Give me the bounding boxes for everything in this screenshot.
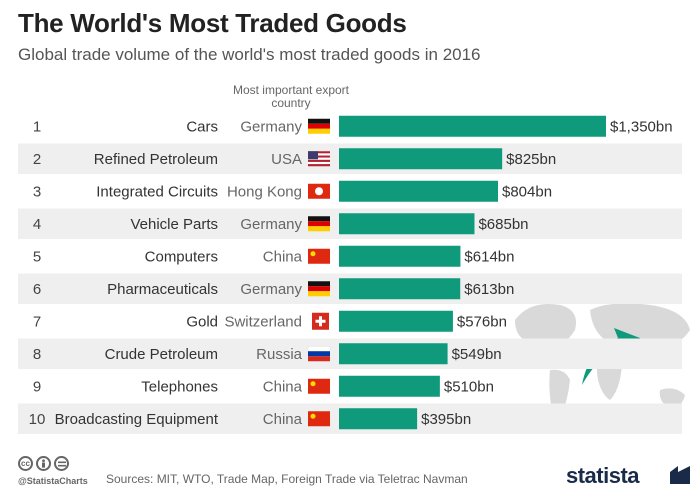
bar	[339, 343, 448, 365]
flag-icon-hong-kong	[308, 183, 330, 199]
value-label: $804bn	[502, 183, 552, 200]
bar	[339, 115, 606, 137]
cc-icon: cc	[18, 456, 33, 471]
chart-rows: 1 Cars Germany $1,350bn 2 Refined Petroleum US…	[18, 115, 682, 434]
category-label: Crude Petroleum	[105, 346, 218, 363]
rank-label: 9	[33, 378, 41, 395]
country-label: Germany	[240, 118, 302, 135]
country-label: China	[263, 378, 303, 395]
country-label: Germany	[240, 281, 302, 298]
rank-label: 5	[33, 248, 41, 265]
value-label: $510bn	[444, 378, 494, 395]
statista-handle: @StatistaCharts	[18, 476, 88, 486]
value-label: $549bn	[452, 346, 502, 363]
value-label: $825bn	[506, 151, 556, 168]
rank-label: 3	[33, 183, 41, 200]
flag-icon-germany	[308, 216, 330, 232]
bar	[339, 310, 453, 332]
rank-label: 1	[33, 118, 41, 135]
category-label: Computers	[145, 248, 218, 265]
flag-icon-germany	[308, 281, 330, 297]
bar	[339, 278, 461, 300]
category-label: Telephones	[141, 378, 218, 395]
rank-label: 10	[29, 411, 46, 428]
rank-label: 4	[33, 216, 41, 233]
country-label: Switzerland	[224, 313, 302, 330]
value-label: $685bn	[478, 216, 528, 233]
chart-title: The World's Most Traded Goods	[18, 8, 407, 38]
country-label: Germany	[240, 216, 302, 233]
category-label: Vehicle Parts	[130, 216, 218, 233]
country-label: USA	[271, 151, 302, 168]
rank-label: 2	[33, 151, 41, 168]
flag-icon-usa	[308, 151, 330, 167]
flag-icon-china	[308, 378, 330, 394]
nd-icon	[54, 456, 69, 471]
bar	[339, 245, 461, 267]
statista-logo-icon	[670, 466, 690, 484]
bar	[339, 148, 503, 170]
country-label: Russia	[256, 346, 303, 363]
flag-icon-switzerland	[308, 312, 330, 330]
country-label: Hong Kong	[227, 183, 302, 200]
category-label: Cars	[186, 118, 218, 135]
country-label: China	[263, 248, 303, 265]
license-icons: cc	[18, 456, 69, 471]
value-label: $1,350bn	[610, 118, 673, 135]
country-label: China	[263, 411, 303, 428]
country-column-header: Most important export country	[232, 83, 350, 110]
value-label: $614bn	[464, 248, 514, 265]
category-label: Integrated Circuits	[96, 183, 218, 200]
by-icon	[36, 456, 51, 471]
bar	[339, 408, 418, 430]
sources-note: Sources: MIT, WTO, Trade Map, Foreign Tr…	[106, 472, 468, 486]
bar	[339, 213, 475, 235]
category-label: Refined Petroleum	[94, 151, 218, 168]
value-label: $613bn	[464, 281, 514, 298]
bar	[339, 180, 499, 202]
flag-icon-germany	[308, 118, 330, 134]
bar	[339, 375, 440, 397]
flag-icon-china	[308, 248, 330, 264]
category-label: Pharmaceuticals	[107, 281, 218, 298]
category-label: Broadcasting Equipment	[55, 411, 219, 428]
value-label: $395bn	[421, 411, 471, 428]
rank-label: 6	[33, 281, 41, 298]
rank-label: 7	[33, 313, 41, 330]
flag-icon-china	[308, 411, 330, 427]
chart-subtitle: Global trade volume of the world's most …	[18, 45, 481, 64]
statista-logo: statista	[566, 463, 640, 488]
flag-icon-russia	[307, 346, 331, 362]
rank-label: 8	[33, 346, 41, 363]
value-label: $576bn	[457, 313, 507, 330]
category-label: Gold	[186, 313, 218, 330]
